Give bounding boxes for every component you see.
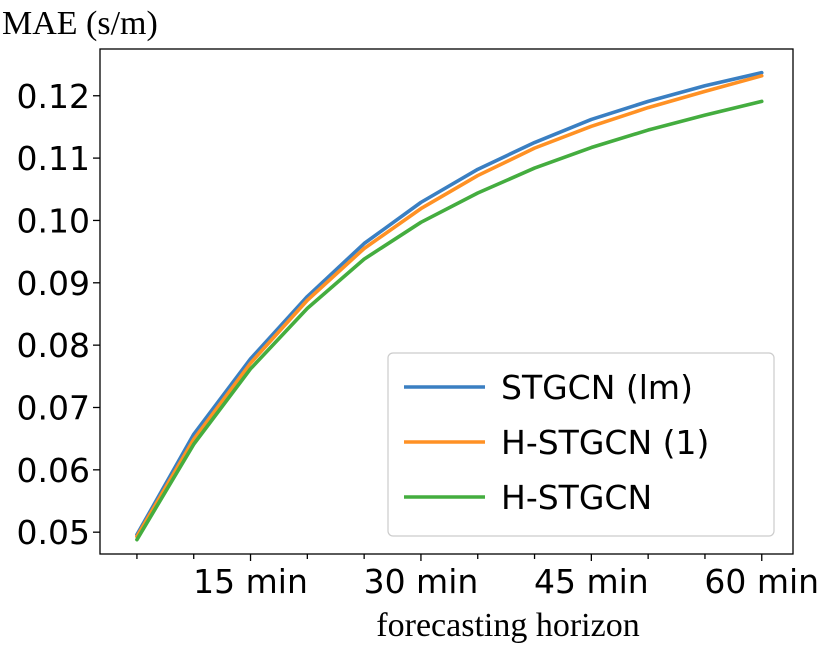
axes-frame bbox=[99, 48, 794, 555]
legend: STGCN (lm) H-STGCN (1) H-STGCN bbox=[387, 352, 775, 537]
legend-label-h-stgcn: H-STGCN bbox=[501, 478, 652, 517]
legend-label-stgcn-lm: STGCN (lm) bbox=[501, 368, 693, 407]
x-tick-label: 30 min bbox=[364, 562, 479, 601]
series-line-h-stgcn bbox=[135, 99, 764, 542]
y-tick-label: 0.07 bbox=[17, 388, 90, 427]
y-tick-label: 0.10 bbox=[17, 201, 90, 240]
x-tick-label: 15 min bbox=[193, 562, 308, 601]
y-axis-title: MAE (s/m) bbox=[2, 5, 158, 42]
y-tick-label: 0.11 bbox=[17, 139, 90, 178]
series-line-stgcn-lm bbox=[135, 70, 764, 537]
plot-area bbox=[135, 70, 764, 542]
axis-ticks: 0.05 0.06 0.07 0.08 0.09 0.10 0.11 0.12 15 min 30… bbox=[17, 77, 820, 601]
legend-label-h-stgcn-1: H-STGCN (1) bbox=[501, 423, 709, 462]
x-axis-title: forecasting horizon bbox=[376, 607, 639, 644]
y-tick-label: 0.06 bbox=[17, 451, 90, 490]
x-tick-label: 45 min bbox=[534, 562, 649, 601]
y-tick-label: 0.12 bbox=[17, 77, 90, 116]
series-line-h-stgcn-1 bbox=[135, 74, 764, 539]
y-tick-label: 0.05 bbox=[17, 513, 90, 552]
y-tick-label: 0.08 bbox=[17, 326, 90, 365]
x-tick-label: 60 min bbox=[704, 562, 819, 601]
legend-box bbox=[387, 352, 775, 537]
y-tick-label: 0.09 bbox=[17, 264, 90, 303]
